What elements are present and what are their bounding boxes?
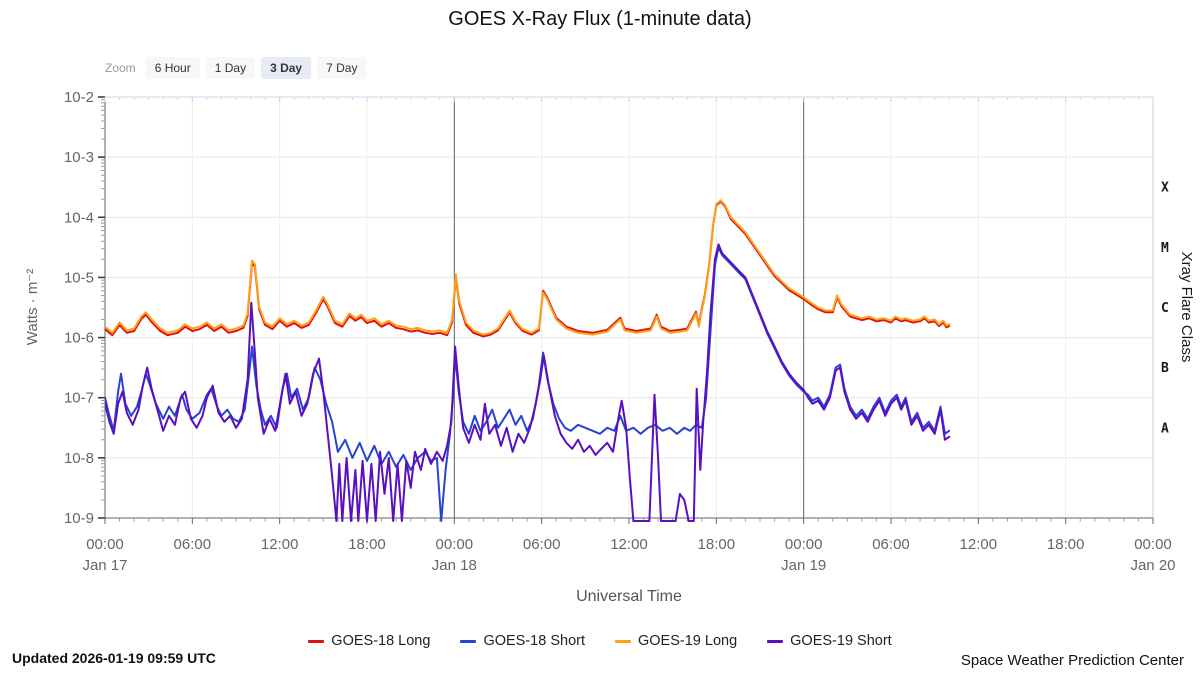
legend-item-goes-19-long[interactable]: GOES-19 Long (615, 633, 737, 649)
x-tick-date-label: Jan 18 (432, 557, 477, 574)
zoom-button-3-day[interactable]: 3 Day (261, 57, 312, 79)
series-line-goes-19-short (105, 243, 951, 522)
legend-swatch (767, 639, 784, 643)
x-tick-label: 12:00 (610, 536, 648, 553)
x-tick-label: 06:00 (523, 536, 561, 553)
page-title: GOES X-Ray Flux (1-minute data) (448, 8, 752, 30)
x-tick-date-label: Jan 19 (781, 557, 826, 574)
legend: GOES-18 Long GOES-18 Short GOES-19 Long GOE… (0, 633, 1200, 649)
x-tick-date-label: Jan 20 (1130, 557, 1175, 574)
y-tick-label: 10-7 (64, 390, 94, 407)
x-tick-label: 00:00 (86, 536, 124, 553)
series-line-goes-19-long (105, 199, 951, 336)
x-tick-label: 12:00 (261, 536, 299, 553)
right-axis-title: Xray Flare Class (1178, 252, 1195, 363)
zoom-controls: Zoom 6 Hour 1 Day 3 Day 7 Day (105, 57, 367, 79)
legend-label: GOES-18 Short (483, 633, 585, 649)
axis-ticks (98, 96, 1154, 524)
legend-label: GOES-19 Long (638, 633, 738, 649)
x-tick-label: 06:00 (174, 536, 212, 553)
y-tick-label: 10-5 (64, 269, 94, 286)
legend-item-goes-19-short[interactable]: GOES-19 Short (767, 633, 892, 649)
zoom-label: Zoom (105, 61, 136, 75)
y-tick-label: 10-4 (64, 209, 94, 226)
y-tick-label: 10-8 (64, 450, 94, 467)
flare-class-label: C (1161, 301, 1169, 316)
updated-timestamp: Updated 2026-01-19 09:59 UTC (12, 650, 216, 666)
zoom-button-1-day[interactable]: 1 Day (205, 57, 256, 79)
flare-class-label: A (1161, 421, 1169, 436)
legend-label: GOES-18 Long (331, 633, 431, 649)
y-tick-label: 10-3 (64, 149, 94, 166)
flare-class-label: X (1161, 181, 1169, 196)
y-tick-label: 10-9 (64, 510, 94, 527)
x-tick-label: 06:00 (872, 536, 910, 553)
series-lines (105, 199, 951, 522)
x-tick-label: 18:00 (1047, 536, 1085, 553)
flare-class-label: M (1161, 241, 1169, 256)
zoom-button-7-day[interactable]: 7 Day (317, 57, 367, 79)
x-tick-label: 12:00 (960, 536, 998, 553)
zoom-button-6-hour[interactable]: 6 Hour (145, 57, 200, 79)
legend-label: GOES-19 Short (790, 633, 892, 649)
x-tick-label: 00:00 (785, 536, 823, 553)
y-tick-label: 10-2 (64, 89, 94, 106)
series-line-goes-18-short (105, 246, 951, 522)
legend-swatch (615, 639, 631, 643)
x-tick-date-label: Jan 17 (82, 557, 127, 574)
source-credit: Space Weather Prediction Center (960, 652, 1184, 669)
y-axis-title: Watts · m⁻² (24, 269, 41, 346)
legend-swatch (308, 639, 325, 643)
x-tick-label: 18:00 (348, 536, 386, 553)
y-tick-label: 10-6 (64, 330, 94, 347)
x-tick-label: 00:00 (1134, 536, 1172, 553)
series-line-goes-18-long (105, 200, 951, 338)
x-tick-label: 18:00 (698, 536, 736, 553)
flare-class-label: B (1161, 361, 1169, 376)
zoom-button-group: 6 Hour 1 Day 3 Day 7 Day (145, 57, 367, 79)
legend-swatch (460, 639, 477, 643)
axis-labels: 10-2 10-3 10-4 10-5 10-6 10-7 10-8 10-9 00:00 Jan… (64, 89, 1176, 574)
gridlines (104, 96, 1154, 519)
legend-item-goes-18-short[interactable]: GOES-18 Short (460, 633, 585, 649)
legend-item-goes-18-long[interactable]: GOES-18 Long (308, 633, 430, 649)
x-tick-label: 00:00 (436, 536, 474, 553)
x-axis-title: Universal Time (576, 588, 682, 605)
